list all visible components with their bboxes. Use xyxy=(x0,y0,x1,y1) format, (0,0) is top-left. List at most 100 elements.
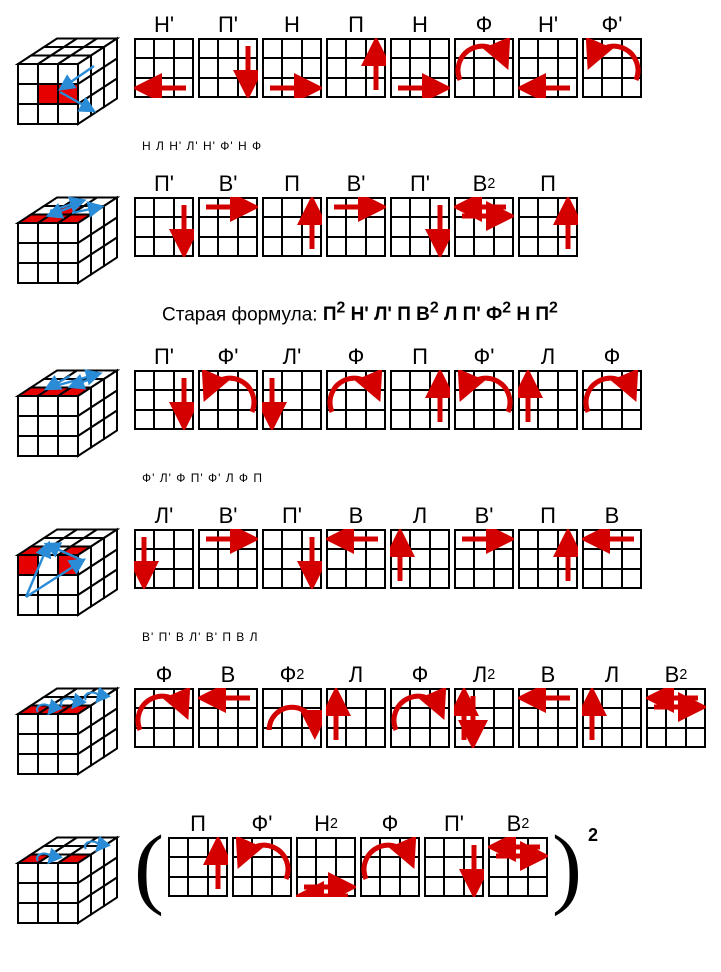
move: В' xyxy=(326,171,386,257)
move-label: П xyxy=(540,503,556,529)
move-tile xyxy=(518,38,578,98)
move-tile xyxy=(134,38,194,98)
move-label: Ф xyxy=(382,811,399,837)
move-tile xyxy=(582,529,642,589)
move-label: Ф' xyxy=(602,12,623,38)
move-tile xyxy=(390,370,450,430)
move-tile xyxy=(390,529,450,589)
move: П xyxy=(326,12,386,98)
left-paren: ( xyxy=(134,833,164,903)
move-tile xyxy=(454,370,514,430)
move-tile xyxy=(198,197,258,257)
right-paren: ) xyxy=(552,833,582,903)
move-label: В xyxy=(541,662,556,688)
move-label: П' xyxy=(410,171,430,197)
move: В2 xyxy=(488,811,548,897)
move: П' xyxy=(198,12,258,98)
move: В xyxy=(518,662,578,748)
cube-state xyxy=(12,189,122,290)
move-tile xyxy=(262,370,322,430)
move-label: П' xyxy=(282,503,302,529)
move-tile xyxy=(326,529,386,589)
move-tile xyxy=(296,837,356,897)
move-label: П' xyxy=(218,12,238,38)
algorithm-caption: В' П' В Л' В' П В Л xyxy=(142,630,709,644)
move: Ф xyxy=(134,662,194,748)
move-label: В xyxy=(349,503,364,529)
move: П xyxy=(518,503,578,589)
algorithm-row: П' В' П В' П' В2 П xyxy=(12,171,709,290)
move-label: Н' xyxy=(154,12,174,38)
move-label: В' xyxy=(475,503,494,529)
move-tile xyxy=(646,688,706,748)
move: Н xyxy=(390,12,450,98)
move: Ф2 xyxy=(262,662,322,748)
move: П' xyxy=(390,171,450,257)
move-label: Н' xyxy=(538,12,558,38)
move-label: Л' xyxy=(155,503,174,529)
move: Н xyxy=(262,12,322,98)
move-label: Н xyxy=(412,12,428,38)
move: Ф' xyxy=(198,344,258,430)
move-label: В' xyxy=(219,171,238,197)
algorithm-row: П'Ф'Л'ФПФ'ЛФ xyxy=(12,344,709,463)
move-tile xyxy=(198,370,258,430)
move-tile xyxy=(454,529,514,589)
move-label: Л2 xyxy=(473,662,495,688)
move-tile xyxy=(198,688,258,748)
move-label: П' xyxy=(154,344,174,370)
paren-exponent: 2 xyxy=(588,825,598,846)
move: Л xyxy=(390,503,450,589)
move: Н' xyxy=(518,12,578,98)
move-label: В2 xyxy=(665,662,688,688)
move: П' xyxy=(262,503,322,589)
move: В xyxy=(326,503,386,589)
move-tile xyxy=(518,370,578,430)
move-label: В xyxy=(221,662,236,688)
move-tile xyxy=(134,370,194,430)
move-label: П' xyxy=(154,171,174,197)
move: Л' xyxy=(262,344,322,430)
move-label: П' xyxy=(444,811,464,837)
algorithm-row: Н'П'НПНФН'Ф' xyxy=(12,12,709,131)
algorithm-row: (ПФ'Н2ФП'В2)2 xyxy=(12,811,709,930)
move-label: П xyxy=(284,171,300,197)
move: В' xyxy=(454,503,514,589)
move-tile xyxy=(518,197,578,257)
move: Ф' xyxy=(582,12,642,98)
move-tile xyxy=(134,529,194,589)
move-tile xyxy=(326,370,386,430)
move-label: В xyxy=(605,503,620,529)
move-tile xyxy=(262,197,322,257)
move-label: Ф' xyxy=(252,811,273,837)
move-tile xyxy=(262,529,322,589)
move: Ф xyxy=(326,344,386,430)
move: Л xyxy=(582,662,642,748)
move-tile xyxy=(454,688,514,748)
move: Ф xyxy=(454,12,514,98)
move: В2 xyxy=(454,171,514,257)
move-tile xyxy=(424,837,484,897)
move: П xyxy=(518,171,578,257)
move-label: Ф xyxy=(604,344,621,370)
move: Ф xyxy=(390,662,450,748)
move-label: П xyxy=(540,171,556,197)
move-label: П xyxy=(190,811,206,837)
move-tile xyxy=(198,38,258,98)
move: В' xyxy=(198,503,258,589)
algorithm-caption: Ф' Л' Ф П' Ф' Л Ф П xyxy=(142,471,709,485)
cube-state xyxy=(12,521,122,622)
move: Ф' xyxy=(454,344,514,430)
move-tile xyxy=(262,688,322,748)
move-tile xyxy=(168,837,228,897)
cube-state xyxy=(12,829,122,930)
move-label: Ф2 xyxy=(280,662,305,688)
move-label: Ф xyxy=(156,662,173,688)
move-label: Л xyxy=(541,344,555,370)
move: Н' xyxy=(134,12,194,98)
move: П' xyxy=(134,344,194,430)
move-tile xyxy=(390,688,450,748)
move: Л xyxy=(326,662,386,748)
move-tile xyxy=(326,38,386,98)
move-label: Н xyxy=(284,12,300,38)
